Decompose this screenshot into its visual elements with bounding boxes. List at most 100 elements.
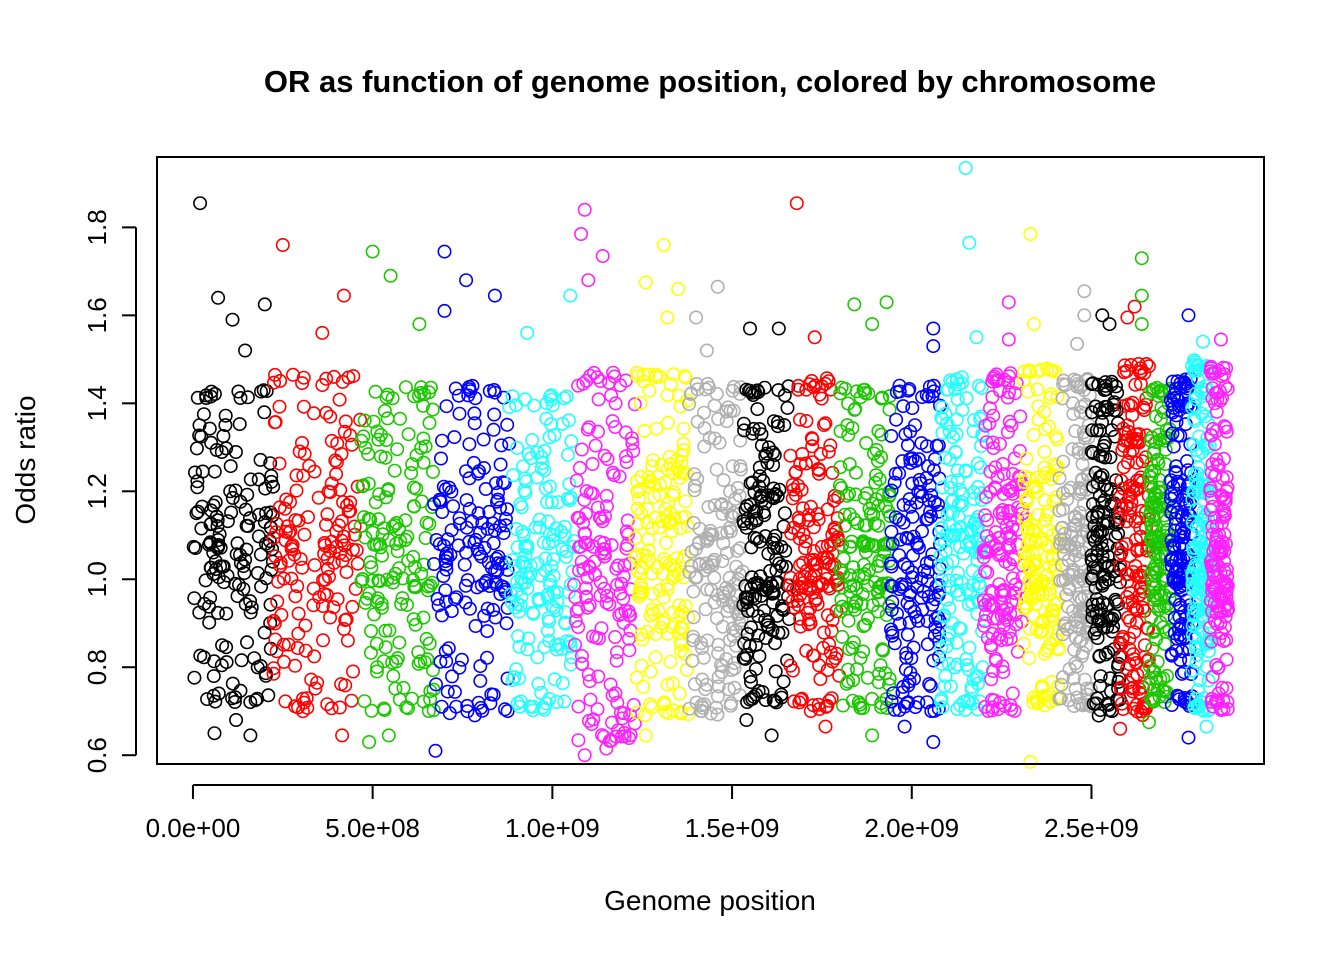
data-point [658,501,673,516]
data-point [1213,566,1228,581]
data-point [678,494,693,509]
data-point [858,617,873,632]
data-point [712,435,727,450]
data-point [733,541,748,556]
data-point [1164,505,1179,520]
data-point [432,537,447,552]
data-point [802,601,817,616]
data-point [941,656,956,671]
data-point [972,569,987,584]
data-point [813,672,828,687]
data-point [457,557,472,572]
data-point [934,572,949,587]
data-point [1206,564,1221,579]
data-point [976,618,991,633]
data-point [1192,533,1207,548]
data-point [607,369,622,384]
data-point [363,623,378,638]
data-point [950,473,965,488]
data-point [1152,599,1167,614]
data-point [1066,671,1081,686]
data-point [1093,669,1108,684]
data-point [707,570,722,585]
data-point [725,459,740,474]
data-point [356,478,371,493]
data-point [447,684,462,699]
data-point [547,672,562,687]
data-point [1135,454,1150,469]
data-point [761,614,776,629]
data-point [1158,457,1173,472]
data-point [894,579,909,594]
data-point [599,488,614,503]
data-point [869,442,884,457]
data-point [1102,317,1117,332]
data-point [884,483,899,498]
data-point [765,586,780,601]
data-point [585,456,600,471]
data-point [1181,308,1196,323]
data-point [504,595,519,610]
data-point [1091,708,1106,723]
data-point [764,728,779,743]
data-point [673,643,688,658]
data-point [840,418,855,433]
y-tick-label: 1.0 [82,561,112,597]
plot-frame [156,156,1265,765]
data-point [444,669,459,684]
data-point [1022,621,1037,636]
data-point [290,579,305,594]
data-point [539,696,554,711]
data-point [372,574,387,589]
data-point [944,494,959,509]
data-point [703,523,718,538]
data-point [939,639,954,654]
data-point [672,686,687,701]
data-point [1133,365,1148,380]
data-point [1022,651,1037,666]
data-point [952,539,967,554]
data-point [1151,456,1166,471]
data-point [1068,656,1083,671]
data-point [739,520,754,535]
data-point [1106,619,1121,634]
data-point [204,560,219,575]
data-point [705,555,720,570]
data-point [520,325,535,340]
data-point [1215,573,1230,588]
data-point [1003,528,1018,543]
data-point [451,388,466,403]
data-point [300,510,315,525]
data-point [355,479,370,494]
data-point [612,469,627,484]
data-point [769,695,784,710]
data-point [273,373,288,388]
data-point [921,459,936,474]
data-point [958,464,973,479]
data-point [663,654,678,669]
data-point [1185,663,1200,678]
data-point [727,680,742,695]
data-point [1121,397,1136,412]
data-point [390,442,405,457]
data-point [510,583,525,598]
data-point [190,390,205,405]
data-point [714,496,729,511]
data-point [687,483,702,498]
data-point [1026,427,1041,442]
data-point [1144,430,1159,445]
data-point [903,451,918,466]
data-point [1101,516,1116,531]
data-point [870,453,885,468]
data-point [686,584,701,599]
data-point [1038,422,1053,437]
data-point [973,460,988,475]
data-point [1129,697,1144,712]
data-point [995,506,1010,521]
data-point [259,506,274,521]
data-point [1072,505,1087,520]
data-point [599,741,614,756]
data-point [344,437,359,452]
data-point [978,597,993,612]
